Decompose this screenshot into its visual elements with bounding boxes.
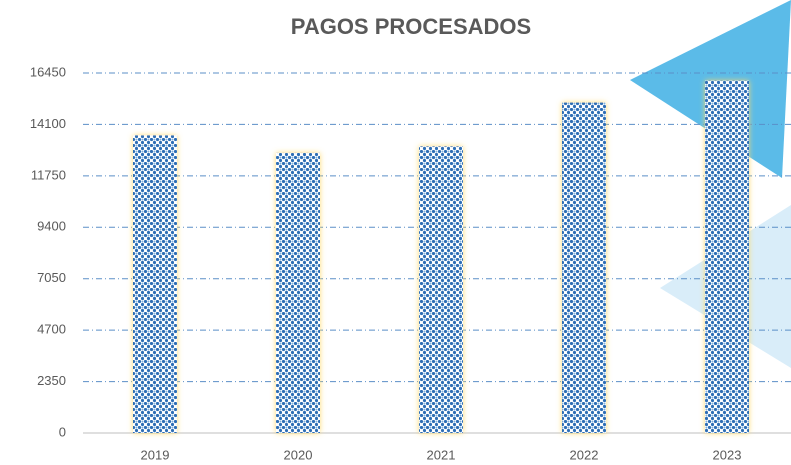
x-tick-label: 2019: [141, 447, 170, 462]
chart-title: PAGOS PROCESADOS: [291, 14, 531, 39]
y-tick-label: 2350: [37, 373, 66, 388]
x-tick-label: 2021: [427, 447, 456, 462]
x-tick-label: 2020: [284, 447, 313, 462]
y-tick-label: 16450: [30, 64, 66, 79]
bar: [562, 102, 606, 434]
y-tick-label: 9400: [37, 219, 66, 234]
y-tick-label: 4700: [37, 322, 66, 337]
x-tick-label: 2022: [570, 447, 599, 462]
y-tick-label: 14100: [30, 116, 66, 131]
bar: [419, 146, 463, 434]
x-tick-label: 2023: [713, 447, 742, 462]
bar: [705, 80, 749, 433]
bar: [276, 152, 320, 433]
bar: [133, 135, 177, 433]
y-tick-label: 0: [59, 424, 66, 439]
y-tick-label: 7050: [37, 270, 66, 285]
y-tick-label: 11750: [31, 167, 66, 182]
